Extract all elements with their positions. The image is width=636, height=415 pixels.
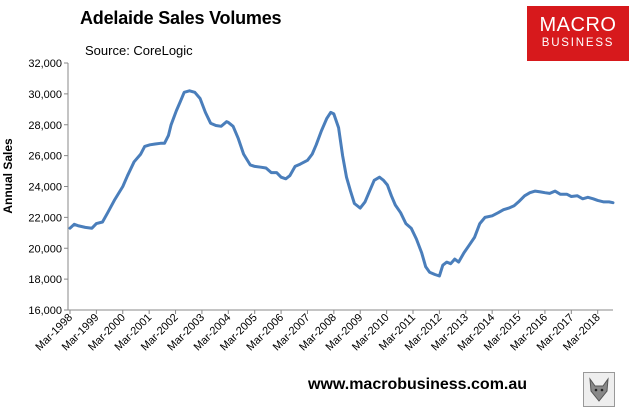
y-tick-label: 22,000 bbox=[28, 212, 62, 224]
y-tick-label: 28,000 bbox=[28, 120, 62, 132]
y-tick-label: 30,000 bbox=[28, 89, 62, 101]
y-tick-label: 32,000 bbox=[28, 58, 62, 70]
x-axis-ticks: Mar-1998Mar-1999Mar-2000Mar-2001Mar-2002… bbox=[33, 310, 603, 353]
y-tick-label: 16,000 bbox=[28, 305, 62, 317]
series-layer bbox=[68, 89, 615, 278]
y-tick-label: 26,000 bbox=[28, 151, 62, 163]
wolf-badge-icon bbox=[583, 372, 615, 407]
footer-url[interactable]: www.macrobusiness.com.au bbox=[308, 376, 528, 393]
sales-volume-line bbox=[68, 89, 615, 278]
logo-line-1: MACRO bbox=[539, 14, 617, 36]
y-axis-label: Annual Sales bbox=[1, 138, 15, 214]
y-tick-label: 24,000 bbox=[28, 182, 62, 194]
macrobusiness-logo[interactable]: MACRO BUSINESS bbox=[527, 6, 629, 61]
logo-line-2: BUSINESS bbox=[541, 37, 615, 49]
chart-source: Source: CoreLogic bbox=[85, 43, 193, 58]
chart-axes bbox=[67, 63, 613, 311]
y-tick-label: 20,000 bbox=[28, 243, 62, 255]
y-tick-label: 18,000 bbox=[28, 274, 62, 286]
chart-title: Adelaide Sales Volumes bbox=[80, 8, 282, 28]
y-axis-ticks: 16,000 18,000 20,000 22,000 24,000 26,000 28,0… bbox=[28, 58, 68, 317]
